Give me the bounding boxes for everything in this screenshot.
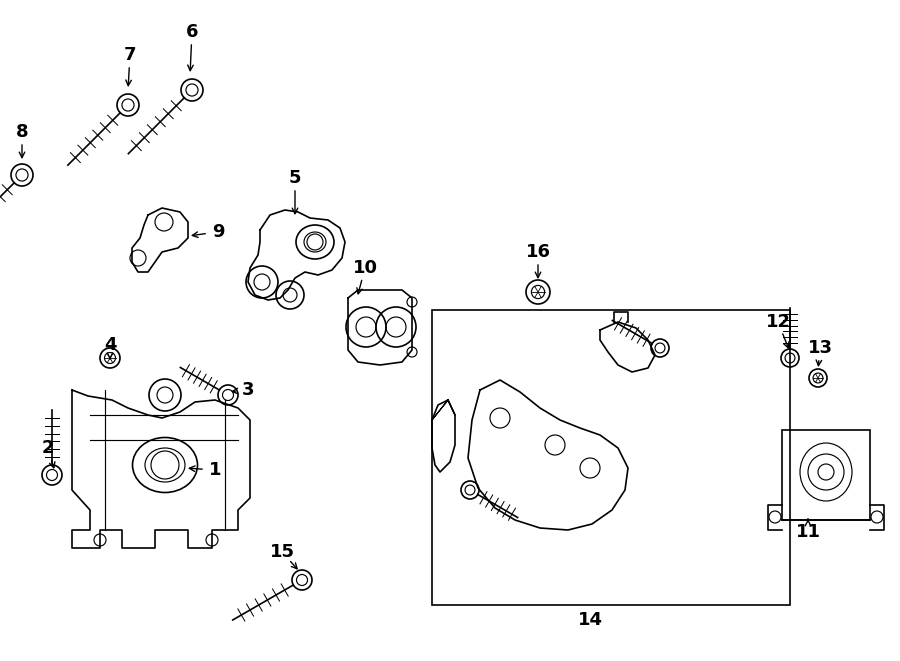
Text: 1: 1	[209, 461, 221, 479]
Text: 13: 13	[807, 339, 833, 357]
Bar	[782, 430, 870, 520]
Text: 11: 11	[796, 523, 821, 541]
Text: 5: 5	[289, 169, 302, 187]
Text: 3: 3	[242, 381, 254, 399]
Text: 16: 16	[526, 243, 551, 261]
Bar	[432, 310, 790, 605]
Text: 10: 10	[353, 259, 377, 277]
Text: 6: 6	[185, 23, 198, 41]
Text: 2: 2	[41, 439, 54, 457]
Text: 9: 9	[212, 223, 224, 241]
Text: 4: 4	[104, 336, 116, 354]
Text: 15: 15	[269, 543, 294, 561]
Text: 12: 12	[766, 313, 790, 331]
Text: 14: 14	[578, 611, 602, 629]
Text: 7: 7	[124, 46, 136, 64]
Text: 8: 8	[15, 123, 28, 141]
